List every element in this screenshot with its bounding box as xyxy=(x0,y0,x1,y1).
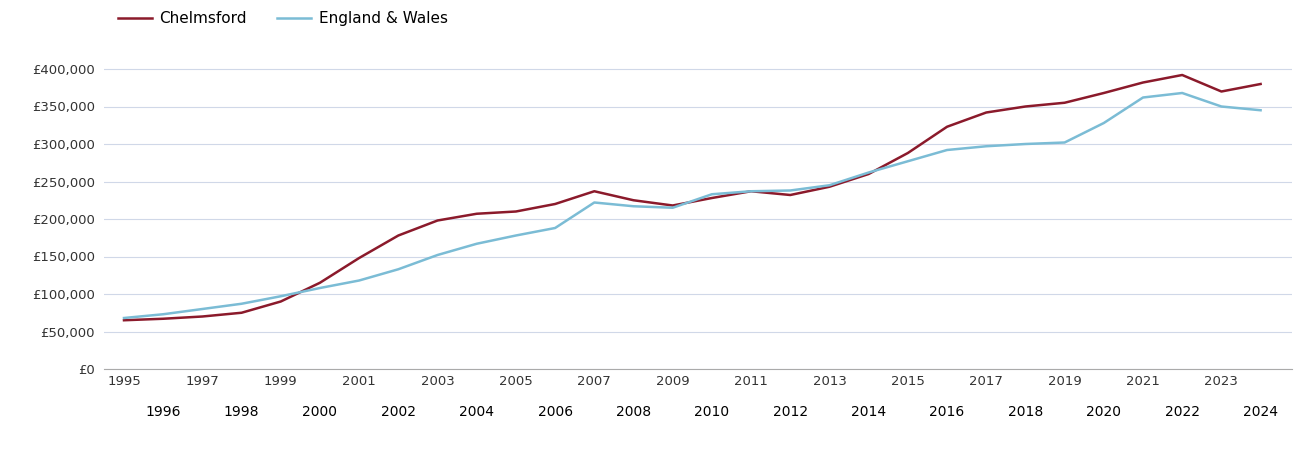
England & Wales xyxy=(1135,95,1151,100)
Chelmsford xyxy=(625,198,641,203)
England & Wales xyxy=(664,205,680,211)
Chelmsford xyxy=(1057,100,1073,105)
Chelmsford xyxy=(194,314,210,319)
Chelmsford xyxy=(155,316,171,321)
England & Wales xyxy=(1174,90,1190,96)
Chelmsford xyxy=(783,192,799,198)
Chelmsford xyxy=(1214,89,1229,94)
Chelmsford xyxy=(1174,72,1190,78)
Chelmsford xyxy=(547,201,562,207)
Chelmsford xyxy=(468,211,484,216)
England & Wales xyxy=(822,183,838,188)
England & Wales xyxy=(586,200,602,205)
England & Wales xyxy=(705,192,720,197)
Chelmsford xyxy=(390,233,406,238)
Chelmsford xyxy=(1018,104,1034,109)
Chelmsford xyxy=(1253,81,1268,87)
Legend: Chelmsford, England & Wales: Chelmsford, England & Wales xyxy=(112,5,454,32)
Chelmsford xyxy=(822,184,838,189)
Chelmsford xyxy=(705,195,720,201)
England & Wales xyxy=(508,233,523,238)
England & Wales xyxy=(1096,120,1112,126)
Chelmsford xyxy=(1096,90,1112,96)
England & Wales xyxy=(1018,141,1034,147)
Chelmsford xyxy=(861,171,877,177)
England & Wales xyxy=(900,158,916,164)
England & Wales xyxy=(625,203,641,209)
England & Wales xyxy=(940,147,955,153)
England & Wales xyxy=(1214,104,1229,109)
Line: Chelmsford: Chelmsford xyxy=(124,75,1261,320)
England & Wales xyxy=(273,293,288,299)
Chelmsford xyxy=(273,299,288,304)
England & Wales xyxy=(194,306,210,312)
England & Wales xyxy=(1253,108,1268,113)
Chelmsford xyxy=(116,318,132,323)
Chelmsford xyxy=(664,203,680,208)
England & Wales xyxy=(744,189,760,194)
England & Wales xyxy=(861,170,877,175)
England & Wales xyxy=(547,225,562,231)
Chelmsford xyxy=(429,218,445,223)
England & Wales xyxy=(155,311,171,317)
England & Wales xyxy=(234,301,249,306)
Chelmsford xyxy=(979,110,994,115)
England & Wales xyxy=(979,144,994,149)
Chelmsford xyxy=(586,189,602,194)
England & Wales xyxy=(429,252,445,258)
Chelmsford xyxy=(940,124,955,130)
Chelmsford xyxy=(900,150,916,156)
Chelmsford xyxy=(351,255,367,261)
England & Wales xyxy=(351,278,367,283)
England & Wales xyxy=(390,266,406,272)
England & Wales xyxy=(783,188,799,193)
Chelmsford xyxy=(312,280,328,285)
Line: England & Wales: England & Wales xyxy=(124,93,1261,318)
England & Wales xyxy=(468,241,484,247)
Chelmsford xyxy=(234,310,249,315)
England & Wales xyxy=(116,315,132,321)
England & Wales xyxy=(312,285,328,291)
England & Wales xyxy=(1057,140,1073,145)
Chelmsford xyxy=(1135,80,1151,85)
Chelmsford xyxy=(508,209,523,214)
Chelmsford xyxy=(744,189,760,194)
